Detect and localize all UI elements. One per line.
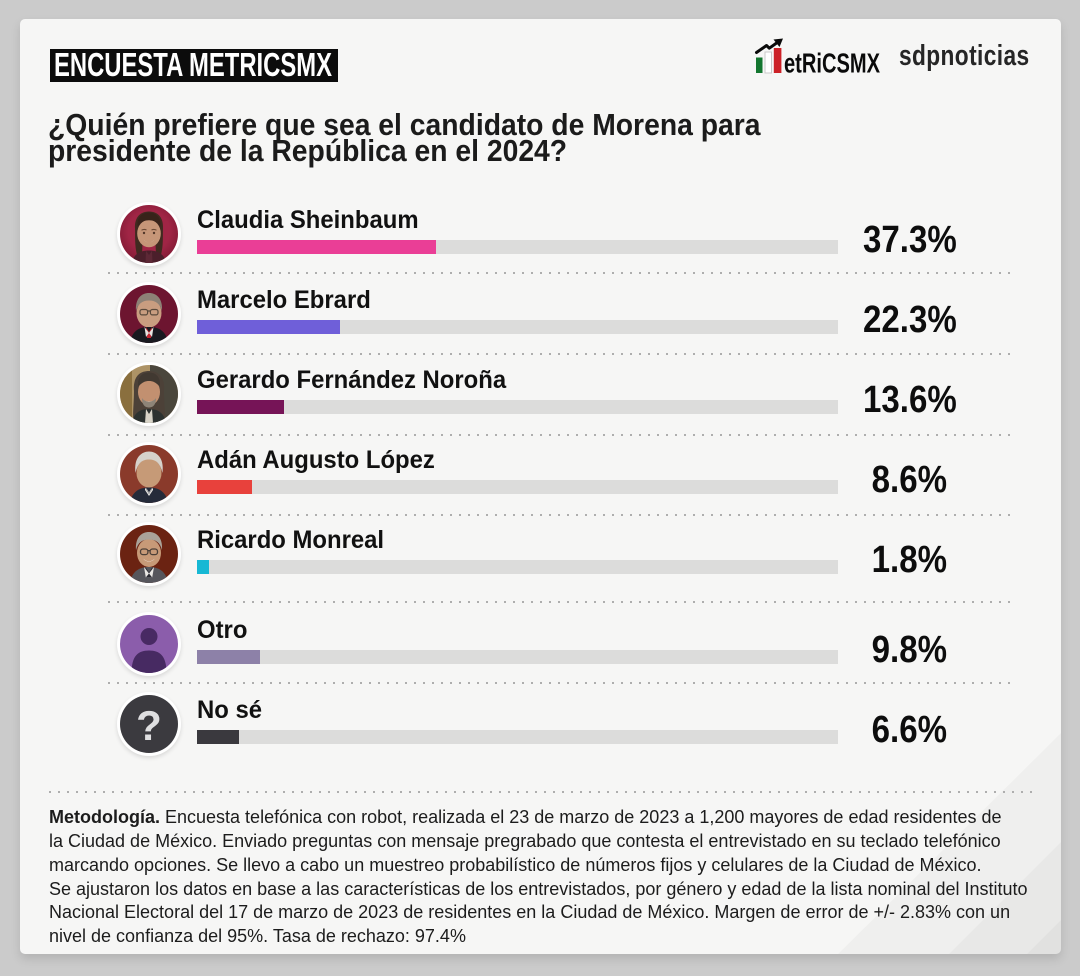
- svg-text:etRiCSMX: etRiCSMX: [784, 48, 880, 79]
- svg-text:?: ?: [136, 702, 162, 749]
